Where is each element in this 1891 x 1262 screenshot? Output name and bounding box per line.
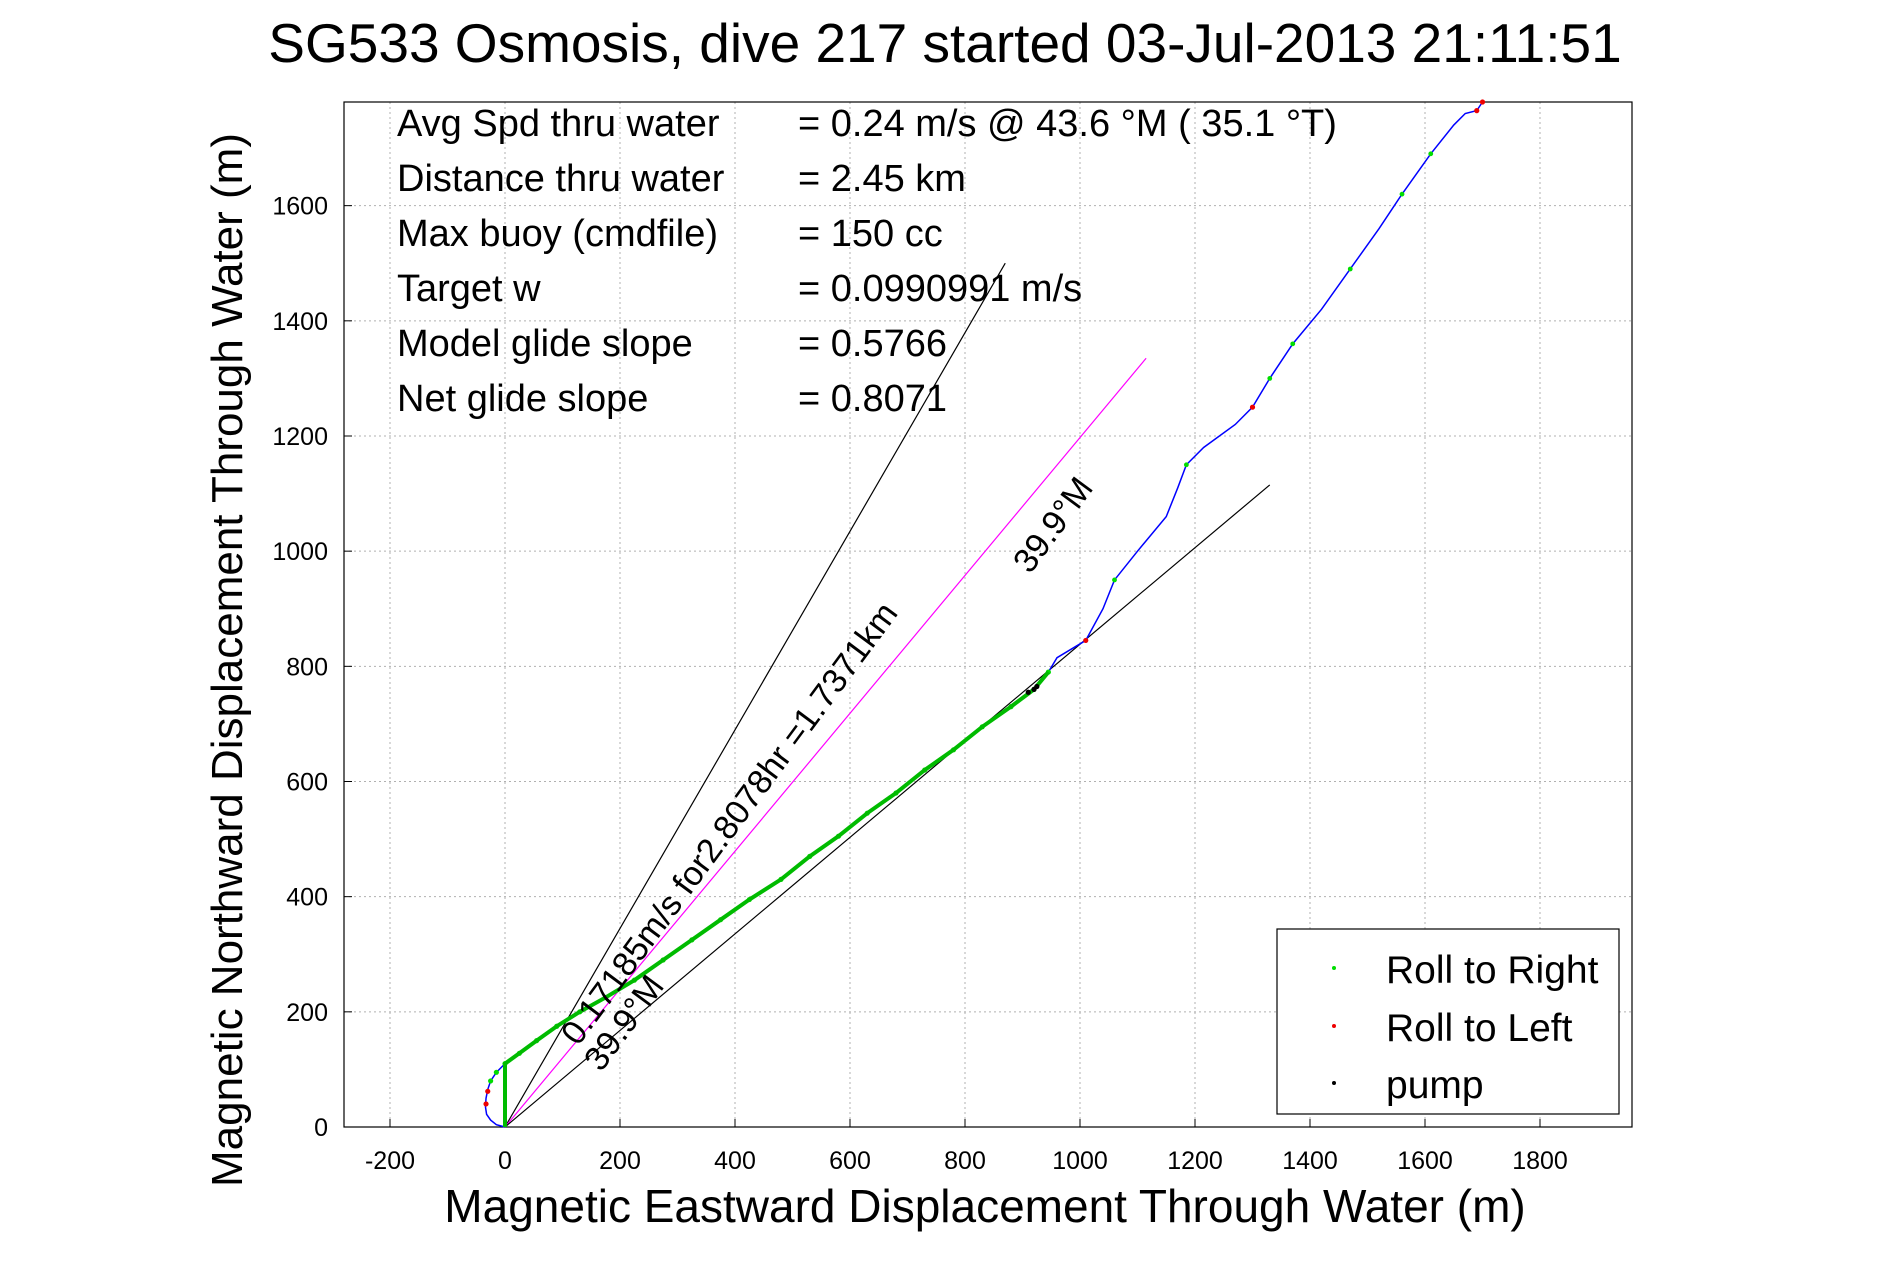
legend-box [1276,928,1620,1115]
y-tick-label: 0 [314,1114,328,1142]
y-tick-label: 1000 [272,538,328,566]
roll-right-point [488,1078,494,1084]
legend-marker-roll-right [1332,966,1336,970]
plot-frame [343,101,1633,1128]
roll-right-point [1290,341,1296,347]
pump-point [1025,689,1031,695]
roll-right-point [1267,376,1273,381]
grid [344,102,1632,1128]
y-tick-label: 800 [286,653,328,681]
x-tick-label: 200 [599,1147,641,1175]
stat-label: Model glide slope [397,323,693,365]
black-reference-line [504,484,1271,1128]
x-tick-label: 1400 [1282,1147,1338,1175]
stat-value: = 2.45 km [798,158,966,200]
stat-value: = 0.8071 [798,378,947,420]
stat-label: Distance thru water [397,158,725,200]
x-tick-label: 600 [829,1147,871,1175]
stat-label: Target w [397,268,541,310]
glider-track [483,99,1486,1128]
roll-left-point [1479,99,1486,105]
roll-left-point [483,1101,489,1107]
chart-title: SG533 Osmosis, dive 217 started 03-Jul-2… [268,12,1621,74]
y-tick-label: 1600 [272,193,328,221]
roll-right-point [1183,462,1189,468]
legend: Roll to Right Roll to Left pump [1276,928,1620,1115]
stat-label: Net glide slope [397,378,648,420]
pump-point [1034,683,1040,690]
stat-value: = 0.5766 [798,323,947,365]
x-tick-label: 400 [714,1147,756,1175]
roll-left-point [485,1088,491,1094]
y-tick-label: 1200 [272,423,328,451]
roll-right-point [493,1069,499,1075]
y-tick-label: 1400 [272,308,328,336]
roll-left-point [1083,637,1089,644]
roll-right-band [503,670,1050,1127]
x-tick-label: 1000 [1052,1147,1108,1175]
legend-marker-pump [1332,1081,1336,1085]
x-tick-label: 1600 [1397,1147,1453,1175]
legend-label-roll-right: Roll to Right [1386,949,1599,992]
y-tick-label: 400 [286,884,328,912]
roll-right-point [1347,266,1353,272]
roll-right-point [1428,151,1434,157]
legend-label-pump: pump [1386,1064,1484,1107]
x-tick-label: 1200 [1167,1147,1223,1175]
y-tick-label: 600 [286,768,328,796]
roll-right-point [1112,577,1117,583]
roll-left-point [1474,108,1480,114]
stat-value: = 150 cc [798,213,943,255]
legend-label-roll-left: Roll to Left [1386,1007,1573,1050]
roll-right-point [1399,191,1405,197]
x-tick-label: 1800 [1512,1147,1568,1175]
magenta-reference-line [504,357,1147,1128]
stat-label: Avg Spd thru water [397,103,720,145]
x-axis-label: Magnetic Eastward Displacement Through W… [444,1180,1525,1232]
x-tick-label: 800 [944,1147,986,1175]
y-tick-label: 200 [286,999,328,1027]
y-axis-label: Magnetic Northward Displacement Through … [203,133,252,1187]
tick-labels: -200 0 200 400 600 800 1000 1200 1400 1600 1800 0 20… [272,193,1567,1175]
black-reference-line [504,262,1006,1128]
stat-value: = 0.0990991 m/s [798,268,1082,310]
stats-block: Avg Spd thru water = 0.24 m/s @ 43.6 °M … [397,103,1337,420]
stat-value: = 0.24 m/s @ 43.6 °M ( 35.1 °T) [798,103,1337,145]
stat-label: Max buoy (cmdfile) [397,213,718,255]
legend-marker-roll-left [1332,1024,1336,1028]
roll-left-point [1249,404,1256,410]
x-tick-label: 0 [498,1147,512,1175]
x-tick-label: -200 [365,1147,415,1175]
reference-lines [504,262,1271,1128]
